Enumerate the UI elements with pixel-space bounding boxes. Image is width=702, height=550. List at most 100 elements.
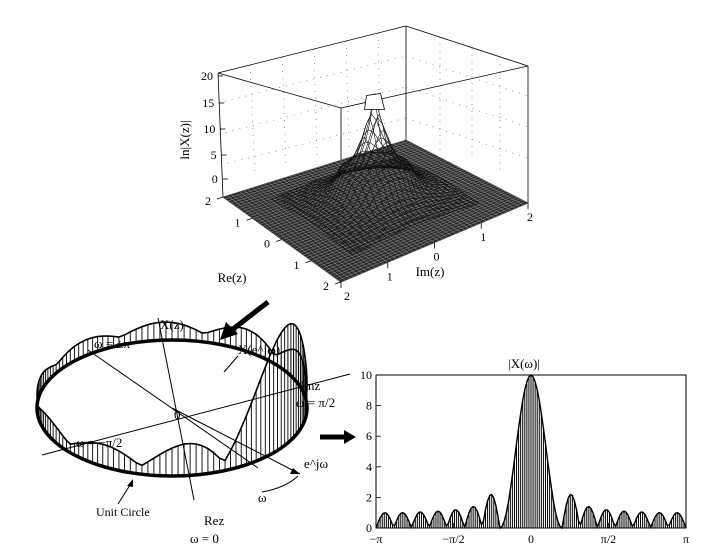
chart-y-tick-label: 8: [366, 399, 372, 413]
peak-mesh-line: [323, 165, 451, 232]
xejw-pointer: [223, 355, 239, 373]
chart-y-tick-label: 0: [366, 521, 372, 535]
z-tick-label: 5: [211, 148, 217, 162]
omega-arc-arrowhead: [290, 468, 300, 474]
z-axis-label: ln|X(z)|: [177, 120, 192, 159]
chart-x-tick-label: 0: [528, 532, 534, 546]
magnitude-chart: |X(ω)| 10 8 6 4 2 0 −π −π/2 0 π/2 π: [360, 356, 689, 546]
re-axis-label: Re(z): [218, 270, 247, 285]
chart-x-tick-label: π: [683, 532, 689, 546]
base-grid-line: [318, 167, 439, 241]
im-tick-label: 0: [434, 250, 440, 264]
im-axis-label: Im(z): [416, 264, 445, 279]
label-imz: Imz: [300, 378, 320, 393]
label-omega-mpi2: ω = −π/2: [76, 435, 122, 450]
z-tick-label: 0: [212, 172, 218, 186]
base-grid-line: [316, 189, 504, 265]
base-grid-line: [292, 177, 479, 248]
chart-x-tick-label: π/2: [601, 532, 616, 546]
peak-mesh-line: [333, 93, 416, 225]
base-grid-line: [332, 198, 520, 277]
base-grid-line: [405, 139, 529, 204]
z-axis-ticks: 20 15 10 5 0: [201, 69, 228, 186]
base-grid-line: [322, 165, 444, 240]
peak-top: [364, 93, 386, 110]
im-tick-label: 1: [480, 230, 486, 244]
chart-y-tick-label: 10: [360, 368, 372, 382]
base-grid-line: [326, 164, 448, 238]
peak-mesh-line: [339, 194, 467, 245]
chart-y-tick-label: 6: [366, 429, 372, 443]
peak-mesh-line: [381, 161, 465, 209]
im-tick-label: 2: [344, 289, 350, 303]
base-grid-line: [347, 157, 469, 229]
z-tick-label: 15: [202, 96, 214, 110]
label-omega-pm-pi: ω = ±π: [94, 336, 131, 351]
peak-mesh-line: [348, 200, 476, 253]
surface-peak-mesh: [271, 93, 479, 255]
peak-mesh-line: [386, 160, 470, 207]
base-grid-line: [372, 150, 495, 218]
chart-x-tick-label: −π: [370, 532, 383, 546]
chart-x-tick-label: −π/2: [442, 532, 464, 546]
base-grid-line: [368, 151, 490, 220]
peak-mesh-line: [391, 158, 474, 206]
re-tick-mark: [305, 260, 312, 264]
peak-mesh-line: [351, 202, 479, 255]
peak-mesh-line: [376, 162, 460, 210]
circle-envelope-curve: [36, 321, 308, 467]
unit-circle-view: ω = ±π X(z) X(e^jω) Imz ω = π/2 ω = −π/2…: [35, 317, 351, 546]
peak-mesh-line: [338, 113, 421, 223]
label-ejw: e^jω: [304, 456, 328, 471]
im-tick-label: 2: [527, 210, 533, 224]
label-xz: X(z): [160, 317, 184, 332]
im-axis-line: [41, 373, 351, 456]
base-grid-line: [389, 145, 512, 211]
peak-mesh-line: [320, 153, 447, 230]
base-grid-line: [314, 188, 501, 263]
base-grid-line: [335, 199, 523, 279]
peak-mesh-line: [357, 152, 440, 216]
peak-mesh-line: [343, 129, 426, 221]
label-omega-pi2: ω = π/2: [296, 395, 335, 410]
arrow-to-chart-icon: [320, 430, 356, 444]
arrow-surface-to-circle-icon: [220, 300, 270, 340]
im-tick-label: 1: [387, 269, 393, 283]
chart-y-tick-label: 2: [366, 490, 372, 504]
z-tick-label: 10: [203, 122, 215, 136]
label-origin-zero: 0: [174, 407, 181, 422]
peak-mesh-line: [362, 155, 445, 215]
re-tick-mark: [275, 239, 283, 242]
base-grid-line: [324, 194, 512, 271]
peak-mesh-line: [342, 196, 470, 248]
label-omega-zero: ω = 0: [190, 531, 219, 546]
base-grid-line: [401, 141, 524, 205]
peak-mesh-line: [367, 163, 450, 213]
peak-mesh-line: [330, 177, 457, 238]
im-axis-ticks: 2 1 0 1 2: [340, 203, 533, 303]
base-grid-line: [327, 195, 515, 273]
re-axis-ticks: 2 1 0 1 2: [205, 194, 342, 293]
base-grid-line: [397, 142, 520, 207]
chart-title: |X(ω)|: [508, 356, 540, 371]
ejw-ray: [171, 407, 301, 475]
base-grid-line: [319, 191, 506, 267]
re-tick-label: 2: [205, 194, 211, 208]
label-rez: Rez: [204, 513, 224, 528]
base-grid-line: [343, 159, 465, 231]
re-tick-mark: [216, 196, 224, 200]
chart-y-tick-label: 4: [366, 460, 372, 474]
vertical-axis: [157, 317, 195, 501]
base-grid-line: [322, 192, 509, 269]
label-xejw: X(e^jω): [238, 342, 280, 357]
peak-mesh-line: [336, 192, 463, 243]
re-tick-label: 0: [264, 237, 270, 251]
base-grid-line: [303, 182, 490, 256]
base-grid-line: [330, 197, 517, 275]
re-tick-label: 1: [235, 215, 241, 229]
peak-mesh-line: [317, 137, 444, 228]
surface-base-mesh: [222, 139, 529, 283]
peak-mesh-line: [395, 157, 479, 204]
